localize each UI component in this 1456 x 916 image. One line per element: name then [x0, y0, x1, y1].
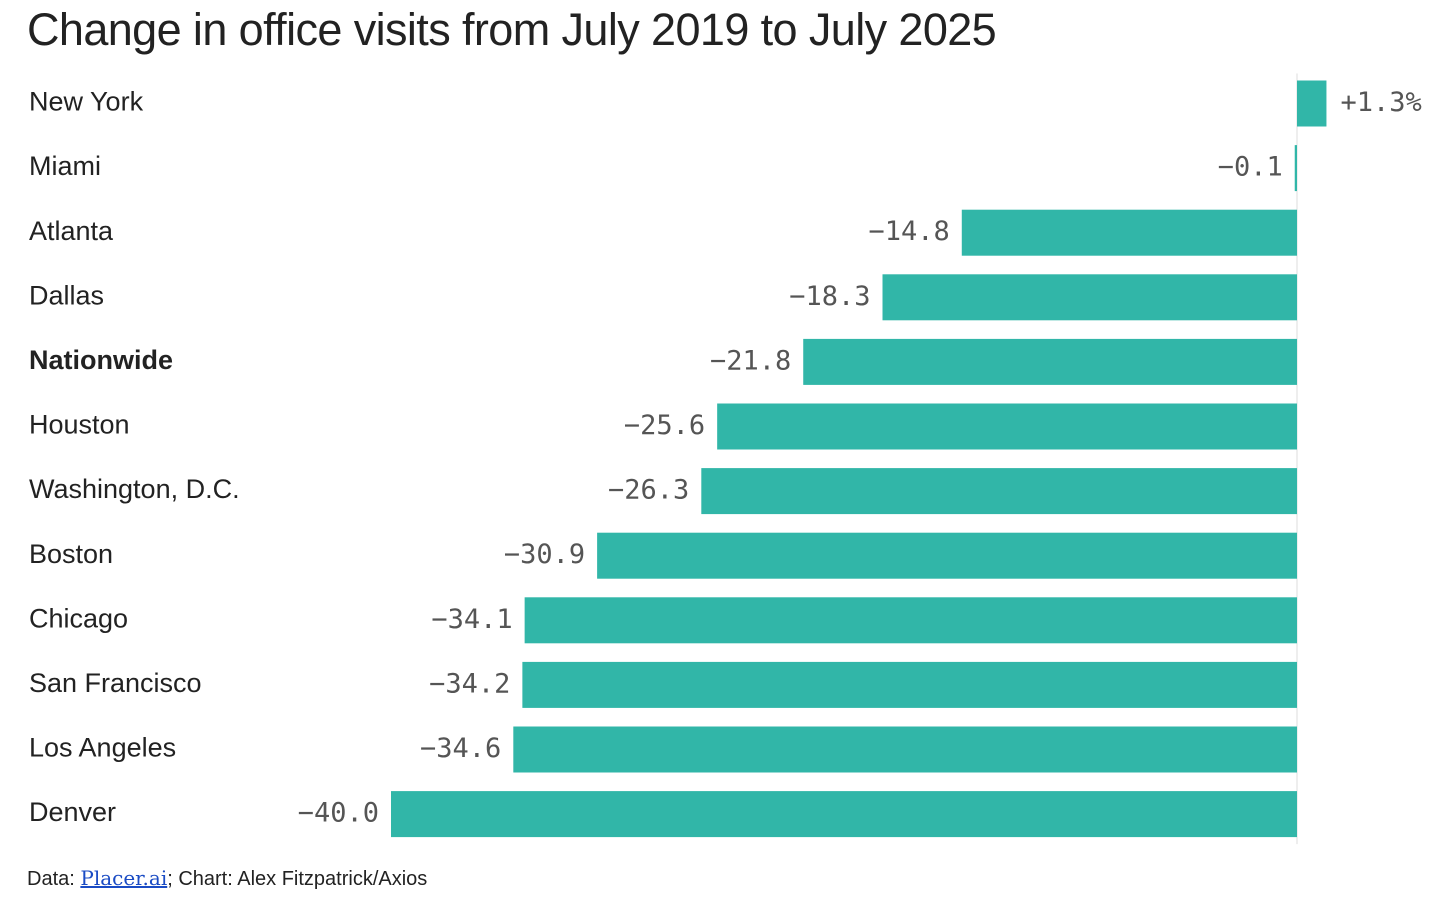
value-label-nationwide: −21.8 [710, 345, 791, 376]
bar-dallas [882, 274, 1297, 321]
value-label-los-angeles: −34.6 [420, 733, 501, 764]
bar-chicago [524, 597, 1297, 644]
value-label-washington-d-c: −26.3 [608, 475, 689, 506]
footer-credit: ; Chart: Alex Fitzpatrick/Axios [167, 868, 428, 890]
category-label-chicago: Chicago [29, 603, 128, 633]
value-label-houston: −25.6 [624, 410, 705, 441]
category-label-los-angeles: Los Angeles [29, 733, 176, 763]
bar-chart: New York +1.3% Miami −0.1 Atlanta −14.8 Dallas… [29, 73, 1422, 845]
category-label-dallas: Dallas [29, 280, 104, 310]
value-label-chicago: −34.1 [431, 604, 512, 635]
value-label-atlanta: −14.8 [868, 216, 949, 247]
chart-footer: Data: Placer.ai; Chart: Alex Fitzpatrick… [27, 866, 427, 891]
category-label-new-york: New York [29, 87, 144, 117]
bar-los-angeles [513, 726, 1297, 773]
chart-title: Change in office visits from July 2019 t… [27, 4, 997, 55]
category-label-san-francisco: San Francisco [29, 668, 202, 698]
category-label-nationwide: Nationwide [29, 345, 173, 375]
bar-nationwide [803, 338, 1297, 385]
bar-denver [391, 791, 1297, 838]
value-label-denver: −40.0 [298, 798, 379, 829]
value-label-san-francisco: −34.2 [429, 668, 510, 699]
category-label-houston: Houston [29, 410, 130, 440]
category-label-miami: Miami [29, 151, 101, 181]
category-label-boston: Boston [29, 539, 113, 569]
value-label-boston: −30.9 [504, 539, 585, 570]
value-label-new-york: +1.3% [1340, 87, 1421, 118]
bar-atlanta [961, 209, 1297, 256]
value-label-dallas: −18.3 [789, 281, 870, 312]
bar-miami [1294, 145, 1297, 192]
category-label-washington-d-c: Washington, D.C. [29, 474, 240, 504]
bar-houston [717, 403, 1297, 450]
bar-san-francisco [522, 661, 1297, 708]
category-label-atlanta: Atlanta [29, 216, 114, 246]
bar-washington-d-c [701, 468, 1297, 515]
bar-boston [597, 532, 1297, 579]
footer-data-prefix: Data: [27, 868, 81, 890]
value-label-miami: −0.1 [1218, 152, 1283, 183]
source-link[interactable]: Placer.ai [80, 866, 168, 890]
bar-new-york [1297, 80, 1327, 127]
category-label-denver: Denver [29, 797, 116, 827]
